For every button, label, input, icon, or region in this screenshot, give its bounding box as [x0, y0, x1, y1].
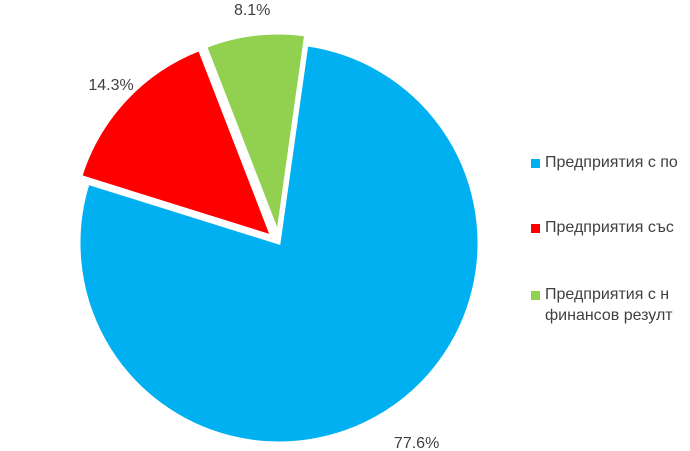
- legend-swatch: [531, 224, 540, 233]
- legend-swatch: [531, 159, 540, 168]
- legend-label: Предприятия със: [545, 219, 674, 236]
- pie-slice: [77, 43, 481, 445]
- data-label: 8.1%: [234, 2, 270, 19]
- legend-swatch: [531, 291, 540, 300]
- data-label: 77.6%: [394, 435, 439, 451]
- pie-slice: [203, 31, 308, 239]
- legend-label: Предприятия с н финансов резулт: [545, 286, 673, 324]
- pie-slice: [78, 47, 275, 239]
- data-label: 14.3%: [88, 77, 133, 94]
- legend-label: Предприятия с по: [545, 154, 678, 171]
